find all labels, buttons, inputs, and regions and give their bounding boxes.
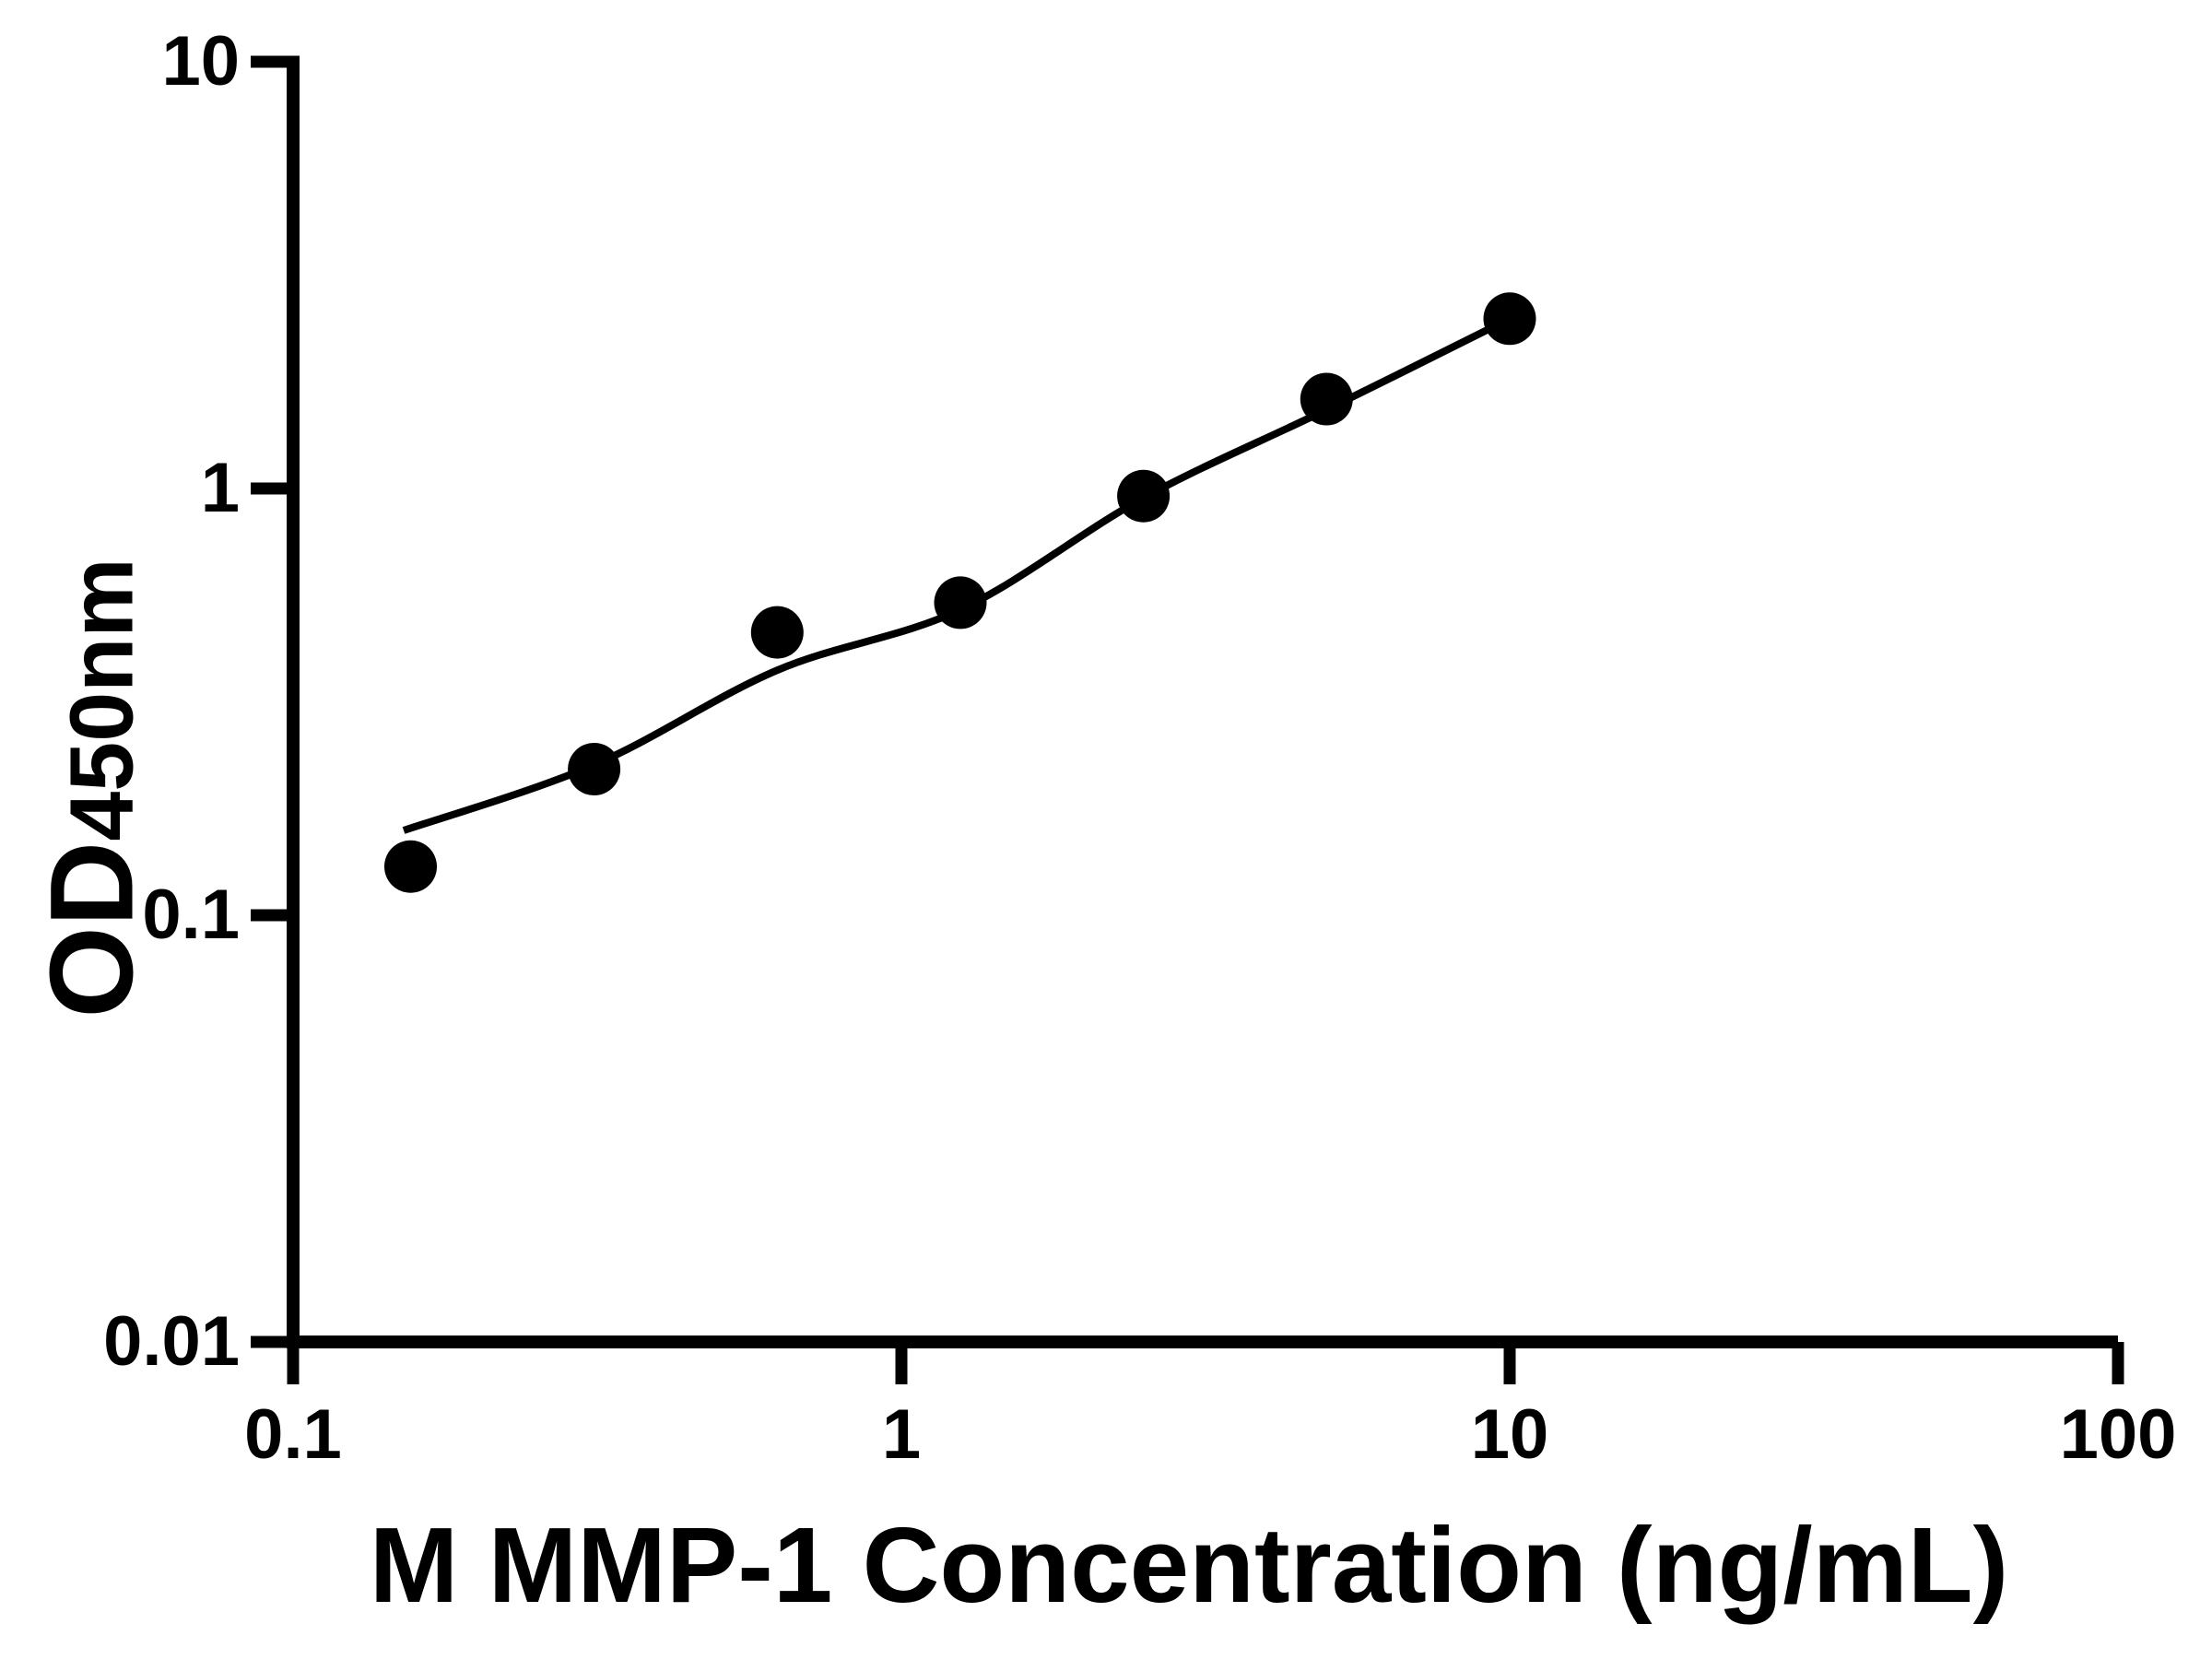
data-point [750, 606, 804, 659]
y-axis-tick-label: 10 [161, 22, 240, 100]
x-axis-tick-label: 0.1 [244, 1395, 342, 1474]
data-point [1483, 292, 1536, 346]
data-point [1117, 469, 1171, 523]
y-axis-title-main: OD [26, 841, 159, 1018]
data-point [934, 576, 987, 629]
y-axis-tick-label: 0.01 [103, 1302, 240, 1381]
y-axis-tick-label: 0.1 [142, 876, 240, 954]
y-axis-title-subscript: 450nm [51, 558, 152, 841]
y-axis-tick-label: 1 [200, 449, 240, 527]
data-point [568, 743, 621, 795]
series-layer [384, 292, 1536, 893]
data-point [1300, 372, 1353, 426]
x-axis-tick-label: 1 [881, 1395, 922, 1474]
x-axis-tick-label: 10 [1470, 1395, 1549, 1474]
y-axis-title: OD 450nm [25, 558, 160, 1018]
x-axis-title: M MMP-1 Concentration (ng/mL) [369, 1505, 2009, 1625]
data-point [384, 840, 437, 893]
x-axis-tick-label: 100 [2059, 1395, 2177, 1474]
